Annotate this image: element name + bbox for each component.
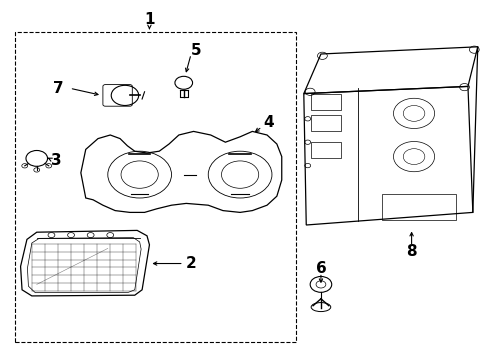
- Text: 8: 8: [406, 244, 417, 260]
- Text: 1: 1: [144, 12, 155, 27]
- Text: 5: 5: [191, 43, 201, 58]
- Bar: [311, 115, 341, 131]
- Bar: [15, 32, 296, 342]
- Text: 6: 6: [316, 261, 326, 276]
- Text: 4: 4: [263, 115, 274, 130]
- Bar: [382, 194, 456, 220]
- Text: 2: 2: [186, 256, 196, 271]
- Bar: [311, 94, 341, 110]
- Text: 7: 7: [52, 81, 63, 96]
- Text: 3: 3: [51, 153, 62, 168]
- Bar: [311, 142, 341, 158]
